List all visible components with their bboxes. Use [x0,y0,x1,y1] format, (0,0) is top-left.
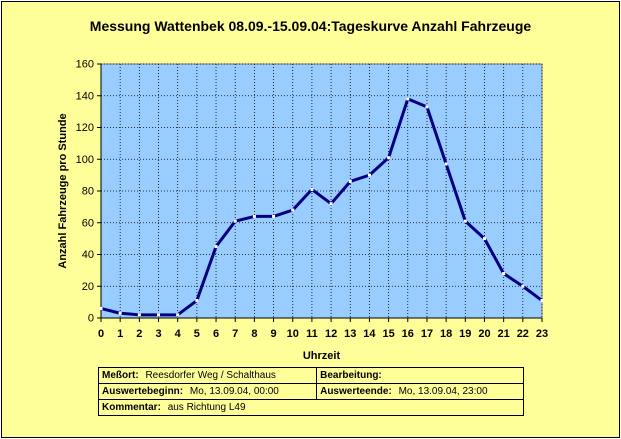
data-point [214,245,218,249]
x-tick-label: 19 [459,328,471,340]
x-tick-label: 14 [363,328,376,340]
data-point [444,162,448,166]
series-line [100,97,543,317]
data-point [252,214,256,218]
data-point [233,219,237,223]
data-point [291,208,295,212]
x-tick-label: 12 [325,328,337,340]
x-tick-label: 10 [287,328,299,340]
messort-value: Reesdorfer Weg / Schalthaus [145,370,276,381]
data-point [425,105,429,109]
y-tick-label: 60 [82,217,94,229]
y-tick-label: 80 [82,186,94,198]
x-tick-label: 9 [271,328,277,340]
x-tick-labels: 0 1 2 3 4 5 6 7 8 9 10 11 12 13 14 15 16 17 18 19 20 21 22 23 [98,328,548,340]
messort-label: Meßort: [102,370,139,381]
data-point [406,97,410,101]
bearbeitung-cell: Bearbeitung: [316,367,524,384]
ende-cell: Auswerteende: Mo, 13.09.04, 23:00 [316,383,524,400]
data-point [137,313,141,317]
x-tick-label: 21 [498,328,510,340]
x-tick-label: 6 [213,328,219,340]
y-tick-label: 120 [76,122,94,134]
data-point [540,299,544,303]
x-tick-label: 1 [117,328,123,340]
x-tick-label: 0 [98,328,104,340]
messort-cell: Meßort: Reesdorfer Weg / Schalthaus [97,367,318,384]
x-tick-label: 4 [175,328,182,340]
y-tick-label: 160 [76,59,94,71]
y-axis-label: Anzahl Fahrzeuge pro Stunde [57,113,69,268]
data-point [195,299,199,303]
y-tick-label: 0 [88,313,94,325]
x-tick-label: 17 [421,328,433,340]
y-tick-label: 100 [76,154,94,166]
info-table: Meßort: Reesdorfer Weg / Schalthaus Bear… [97,367,524,416]
kommentar-label: Kommentar: [102,402,161,413]
data-point [99,306,103,310]
y-tick-label: 20 [82,281,94,293]
x-tick-label: 23 [536,328,548,340]
beginn-cell: Auswertebeginn: Mo, 13.09.04, 00:00 [97,383,318,400]
y-tick-labels: 0 20 40 60 80 100 120 140 160 [76,59,94,325]
x-tick-label: 8 [251,328,257,340]
data-point [176,313,180,317]
data-point [272,214,276,218]
kommentar-value: aus Richtung L49 [167,402,246,413]
y-tick-label: 40 [82,249,94,261]
kommentar-cell: Kommentar: aus Richtung L49 [98,399,524,416]
x-tick-label: 13 [344,328,356,340]
axes [97,63,543,322]
x-tick-label: 20 [478,328,490,340]
plot-area [100,63,543,319]
data-point [367,173,371,177]
beginn-value: Mo, 13.09.04, 00:00 [189,386,279,397]
data-point [521,284,525,288]
data-point [482,237,486,241]
data-point [310,187,314,191]
chart-title: Messung Wattenbek 08.09.-15.09.04:Tagesk… [89,18,532,34]
x-tick-label: 2 [136,328,142,340]
ende-value: Mo, 13.09.04, 23:00 [398,386,488,397]
x-axis-label: Uhrzeit [303,350,341,362]
ende-label: Auswerteende: [320,386,392,397]
x-tick-label: 15 [382,328,394,340]
x-tick-label: 3 [155,328,161,340]
data-point [348,179,352,183]
y-tick-label: 140 [76,90,94,102]
x-tick-label: 5 [194,328,200,340]
x-tick-label: 11 [306,328,318,340]
data-point [502,272,506,276]
data-point [387,156,391,160]
x-tick-label: 16 [402,328,414,340]
x-tick-label: 7 [232,328,238,340]
x-tick-label: 22 [517,328,529,340]
bearbeitung-label: Bearbeitung: [320,370,382,381]
data-point [157,313,161,317]
data-point [463,219,467,223]
data-markers [99,97,544,317]
x-tick-label: 18 [440,328,452,340]
data-point [118,311,122,315]
beginn-label: Auswertebeginn: [102,386,184,397]
data-point [329,202,333,206]
